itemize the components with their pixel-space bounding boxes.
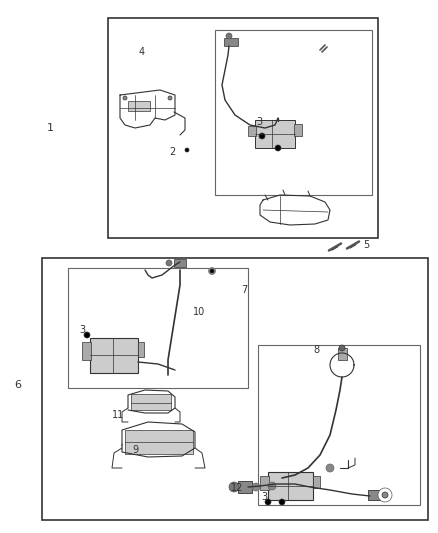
- Bar: [294, 124, 302, 136]
- Circle shape: [208, 268, 215, 274]
- Circle shape: [84, 345, 90, 351]
- Text: 6: 6: [14, 380, 21, 390]
- Text: 12: 12: [231, 483, 243, 493]
- Bar: [68, 268, 248, 388]
- Bar: [258, 345, 420, 505]
- Bar: [368, 490, 384, 500]
- Circle shape: [279, 499, 285, 505]
- Bar: [313, 476, 320, 488]
- Text: 9: 9: [132, 445, 138, 455]
- Bar: [108, 18, 378, 238]
- Bar: [128, 101, 150, 111]
- Circle shape: [326, 464, 334, 472]
- Bar: [174, 259, 186, 267]
- Text: 3: 3: [261, 492, 267, 502]
- Circle shape: [382, 492, 388, 498]
- Text: 7: 7: [241, 285, 247, 295]
- Bar: [238, 481, 252, 493]
- Circle shape: [166, 260, 172, 266]
- Circle shape: [229, 482, 239, 492]
- Circle shape: [185, 148, 189, 152]
- Circle shape: [265, 499, 271, 505]
- Text: 5: 5: [363, 240, 369, 250]
- Text: 8: 8: [313, 345, 319, 355]
- Circle shape: [252, 483, 260, 491]
- Bar: [215, 30, 372, 195]
- Text: 10: 10: [193, 307, 205, 317]
- Circle shape: [168, 96, 172, 100]
- Circle shape: [210, 269, 214, 273]
- Bar: [338, 348, 347, 360]
- Bar: [248, 126, 256, 136]
- Text: 2: 2: [169, 147, 175, 157]
- Bar: [125, 430, 193, 454]
- Text: 4: 4: [139, 47, 145, 57]
- Bar: [131, 394, 171, 410]
- Circle shape: [268, 482, 276, 490]
- Circle shape: [378, 488, 392, 502]
- Circle shape: [275, 145, 281, 151]
- Bar: [260, 476, 269, 490]
- Circle shape: [226, 33, 232, 39]
- Bar: [82, 342, 91, 360]
- Bar: [224, 38, 238, 46]
- Text: 3: 3: [79, 325, 85, 335]
- Bar: [138, 342, 144, 357]
- Bar: [268, 472, 313, 500]
- Text: 1: 1: [46, 123, 53, 133]
- Bar: [90, 338, 138, 373]
- Circle shape: [339, 345, 345, 351]
- Circle shape: [259, 133, 265, 139]
- Text: 11: 11: [112, 410, 124, 420]
- Circle shape: [123, 96, 127, 100]
- Bar: [255, 120, 295, 148]
- Text: 3: 3: [256, 117, 262, 127]
- Bar: [42, 258, 428, 520]
- Circle shape: [84, 332, 90, 338]
